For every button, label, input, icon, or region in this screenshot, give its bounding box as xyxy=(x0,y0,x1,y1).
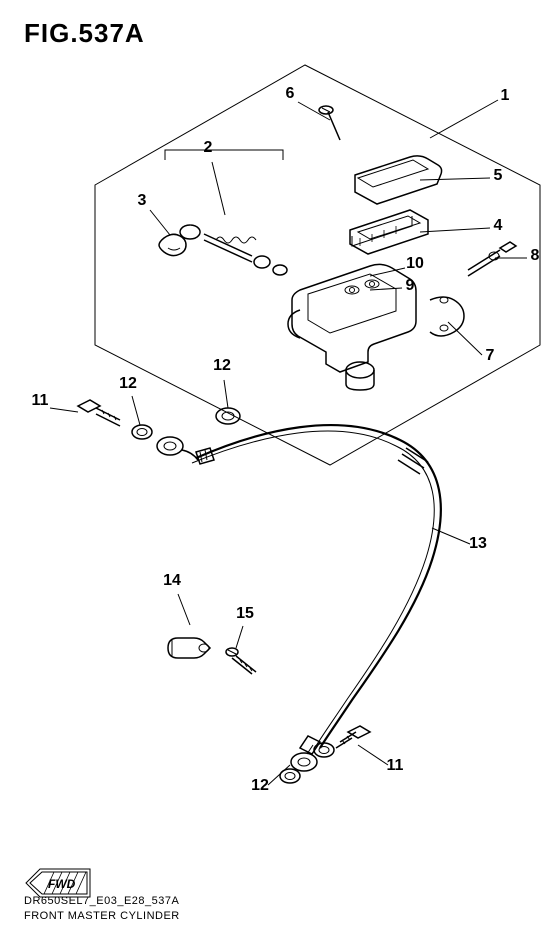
callout-line-5 xyxy=(420,178,490,180)
part-clamp-14 xyxy=(168,638,210,658)
callout-5: 5 xyxy=(494,167,503,184)
callout-line-15 xyxy=(236,626,243,648)
part-washer-12a xyxy=(132,425,152,439)
footer: DR650SEL7_E03_E28_537A FRONT MASTER CYLI… xyxy=(24,894,180,923)
callout-line-4 xyxy=(420,228,490,232)
callout-8: 8 xyxy=(531,247,540,264)
callout-4: 4 xyxy=(494,217,503,234)
part-union-bolt-11a xyxy=(78,400,120,426)
callout-line-6 xyxy=(298,102,330,120)
callout-line-12b xyxy=(224,380,228,408)
callout-6: 6 xyxy=(286,85,295,102)
callout-12c: 12 xyxy=(251,777,269,794)
callouts: 123456789101111121212131415 xyxy=(32,85,540,794)
callout-line-11a xyxy=(50,408,78,412)
callout-15: 15 xyxy=(236,605,254,622)
callout-line-11b xyxy=(358,745,388,765)
fwd-label: FWD xyxy=(48,877,76,891)
callout-11b: 11 xyxy=(387,757,404,774)
footer-code: DR650SEL7_E03_E28_537A xyxy=(24,894,180,908)
diagram-canvas: 123456789101111121212131415 xyxy=(0,0,560,945)
callout-10: 10 xyxy=(406,255,424,272)
part-washer-12c xyxy=(280,743,334,783)
callout-7: 7 xyxy=(486,347,495,364)
part-screw-15 xyxy=(226,648,256,674)
part-screw-6 xyxy=(319,106,340,140)
callout-14: 14 xyxy=(163,572,181,589)
callout-1: 1 xyxy=(501,87,510,104)
callout-11a: 11 xyxy=(32,392,49,409)
part-holder-7 xyxy=(430,297,464,336)
part-union-bolt-11b xyxy=(336,726,370,748)
part-banjo-top xyxy=(157,437,198,460)
callout-line-9 xyxy=(370,288,402,290)
callout-12a: 12 xyxy=(119,375,137,392)
callout-line-1 xyxy=(430,100,498,138)
callout-9: 9 xyxy=(406,277,415,294)
part-diaphragm-4 xyxy=(350,210,428,254)
callout-line-2 xyxy=(212,162,225,215)
callout-12b: 12 xyxy=(213,357,231,374)
callout-2: 2 xyxy=(204,139,213,156)
callout-13: 13 xyxy=(469,535,487,552)
part-bolt-8 xyxy=(468,242,516,276)
footer-desc: FRONT MASTER CYLINDER xyxy=(24,909,180,923)
part-washer-12b xyxy=(216,408,240,424)
callout-line-14 xyxy=(178,594,190,625)
part-banjo-bottom xyxy=(291,753,317,771)
part-hose-13 xyxy=(192,425,441,754)
part-reservoir-1 xyxy=(288,264,416,390)
callout-line-7 xyxy=(448,322,482,355)
panel-outline xyxy=(95,65,540,465)
callout-line-12a xyxy=(132,396,140,425)
callout-3: 3 xyxy=(138,192,147,209)
part-piston-set-2 xyxy=(159,150,287,275)
callout-line-3 xyxy=(150,210,170,235)
